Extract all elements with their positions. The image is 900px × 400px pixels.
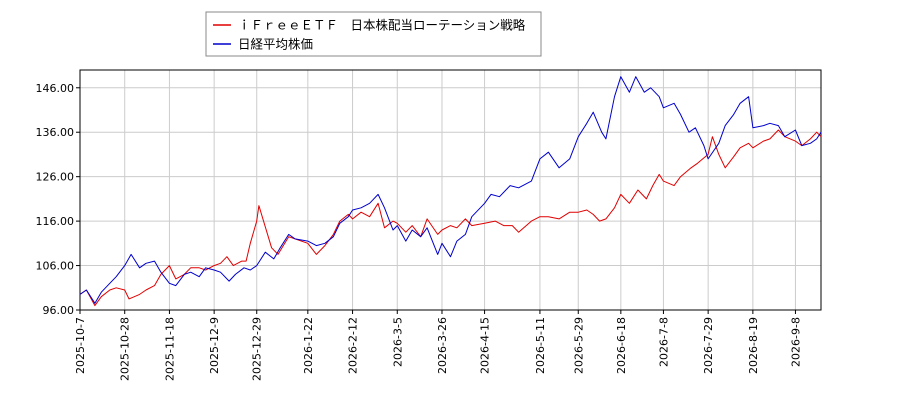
legend: ｉＦｒｅｅＥＴＦ 日本株配当ローテーション戦略 日経平均株価 [205, 11, 542, 57]
grid [79, 70, 821, 311]
x-tick-label: 2026-2-12 [347, 317, 360, 374]
series-line-0 [79, 129, 822, 307]
y-tick-label: 126.00 [36, 171, 75, 184]
y-tick-label: 136.00 [36, 126, 75, 139]
plot-frame [79, 69, 822, 311]
x-tick-label: 2026-8-19 [747, 317, 760, 374]
y-tick-label: 146.00 [36, 82, 75, 95]
x-tick-label: 2025-10-28 [119, 317, 132, 381]
y-tick-label: 116.00 [36, 215, 75, 228]
y-axis: 96.00 106.00 116.00 126.00 136.00 146.00 [36, 82, 80, 317]
x-tick-label: 2026-7-29 [702, 317, 715, 374]
legend-label-1: 日経平均株価 [238, 37, 313, 52]
x-tick-label: 2025-10-7 [74, 317, 87, 374]
x-tick-label: 2025-11-18 [163, 317, 176, 381]
y-tick-label: 96.00 [43, 304, 75, 317]
series-lines [79, 76, 822, 307]
x-tick-label: 2026-4-15 [479, 317, 492, 374]
x-tick-label: 2025-12-9 [208, 317, 221, 374]
x-tick-label: 2026-9-8 [789, 317, 802, 367]
x-axis: 2025-10-7 2025-10-28 2025-11-18 2025-12-9 20… [74, 310, 802, 381]
x-tick-label: 2026-5-11 [534, 317, 547, 374]
legend-box [205, 11, 542, 57]
x-tick-label: 2026-3-26 [436, 317, 449, 374]
x-tick-label: 2026-6-18 [615, 317, 628, 374]
x-tick-label: 2025-12-29 [251, 317, 264, 381]
y-tick-label: 106.00 [36, 260, 75, 273]
x-tick-label: 2026-5-29 [572, 317, 585, 374]
legend-label-0: ｉＦｒｅｅＥＴＦ 日本株配当ローテーション戦略 [238, 18, 526, 33]
x-tick-label: 2026-3-5 [391, 317, 404, 367]
series-line-1 [79, 76, 822, 304]
x-tick-label: 2026-7-8 [657, 317, 670, 367]
x-tick-label: 2026-1-22 [302, 317, 315, 374]
